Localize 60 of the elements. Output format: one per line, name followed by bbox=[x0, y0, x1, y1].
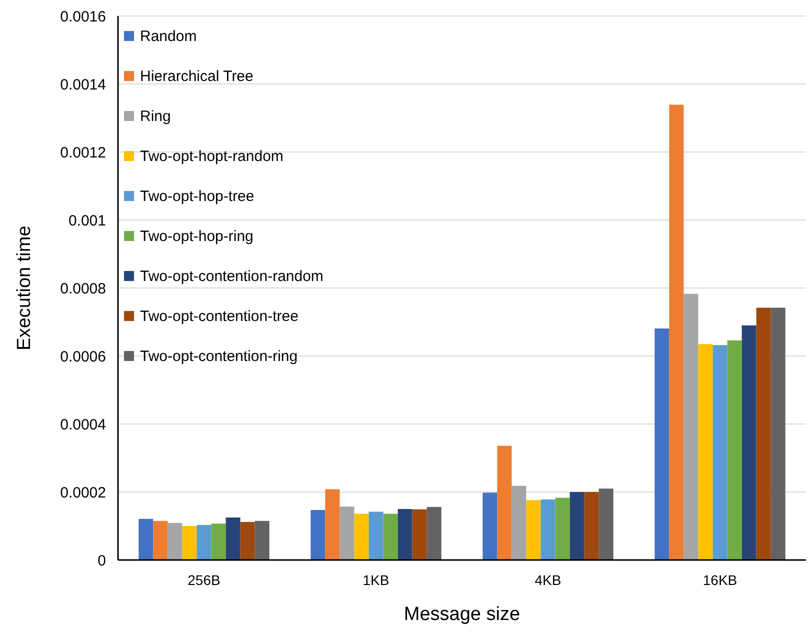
y-tick-label: 0.0006 bbox=[60, 348, 106, 366]
bar bbox=[138, 518, 154, 560]
bar bbox=[756, 308, 771, 560]
bar bbox=[368, 512, 384, 560]
bar bbox=[712, 345, 728, 560]
x-tick-label: 256B bbox=[188, 572, 220, 588]
legend-label: Two-opt-hop-tree bbox=[140, 188, 254, 205]
bar bbox=[698, 344, 713, 560]
bar bbox=[727, 340, 742, 560]
legend-label: Two-opt-contention-tree bbox=[140, 308, 298, 325]
bar bbox=[512, 486, 526, 560]
bar bbox=[354, 514, 369, 560]
bar bbox=[310, 510, 326, 560]
bar bbox=[482, 492, 498, 560]
bar bbox=[584, 492, 599, 560]
bar bbox=[325, 489, 340, 560]
y-tick-label: 0 bbox=[98, 552, 106, 570]
bar bbox=[340, 506, 354, 560]
x-tick-label: 16KB bbox=[702, 572, 738, 588]
legend-label: Random bbox=[140, 28, 197, 45]
bar bbox=[555, 498, 570, 560]
x-axis-title: Message size bbox=[404, 604, 520, 625]
bar bbox=[526, 500, 541, 560]
bar bbox=[226, 518, 240, 560]
bar bbox=[426, 506, 442, 560]
bar bbox=[196, 524, 212, 560]
bar bbox=[254, 520, 270, 560]
bar bbox=[570, 492, 584, 560]
bar bbox=[742, 325, 756, 560]
bar bbox=[211, 524, 226, 560]
legend-label: Two-opt-contention-random bbox=[140, 268, 324, 285]
bar bbox=[669, 104, 684, 560]
legend-label: Hierarchical Tree bbox=[140, 68, 254, 85]
bar bbox=[497, 446, 512, 560]
bar bbox=[770, 308, 786, 560]
bar bbox=[684, 294, 698, 560]
bar bbox=[168, 522, 182, 560]
bar bbox=[654, 328, 670, 560]
y-tick-label: 0.0002 bbox=[60, 484, 106, 502]
y-tick-label: 0.0014 bbox=[60, 76, 106, 94]
y-tick-label: 0.001 bbox=[68, 212, 106, 230]
x-tick-label: 4KB bbox=[534, 572, 562, 588]
y-tick-label: 0.0016 bbox=[60, 8, 106, 26]
y-tick-label: 0.0008 bbox=[60, 280, 106, 298]
bar bbox=[540, 499, 556, 560]
y-tick-label: 0.0012 bbox=[60, 144, 106, 162]
bar bbox=[383, 514, 398, 560]
legend-label: Ring bbox=[140, 108, 171, 125]
legend-label: Two-opt-contention-ring bbox=[140, 348, 298, 365]
y-tick-label: 0.0004 bbox=[60, 416, 106, 434]
legend-label: Two-opt-hopt-random bbox=[140, 148, 284, 165]
bar bbox=[153, 520, 168, 560]
bar bbox=[240, 522, 255, 560]
bar bbox=[182, 526, 197, 560]
bar bbox=[598, 488, 614, 560]
bar bbox=[398, 509, 412, 560]
bar bbox=[412, 509, 427, 560]
legend-label: Two-opt-hop-ring bbox=[140, 228, 254, 245]
x-tick-label: 1KB bbox=[362, 572, 390, 588]
y-axis-title: Execution time bbox=[14, 226, 35, 350]
